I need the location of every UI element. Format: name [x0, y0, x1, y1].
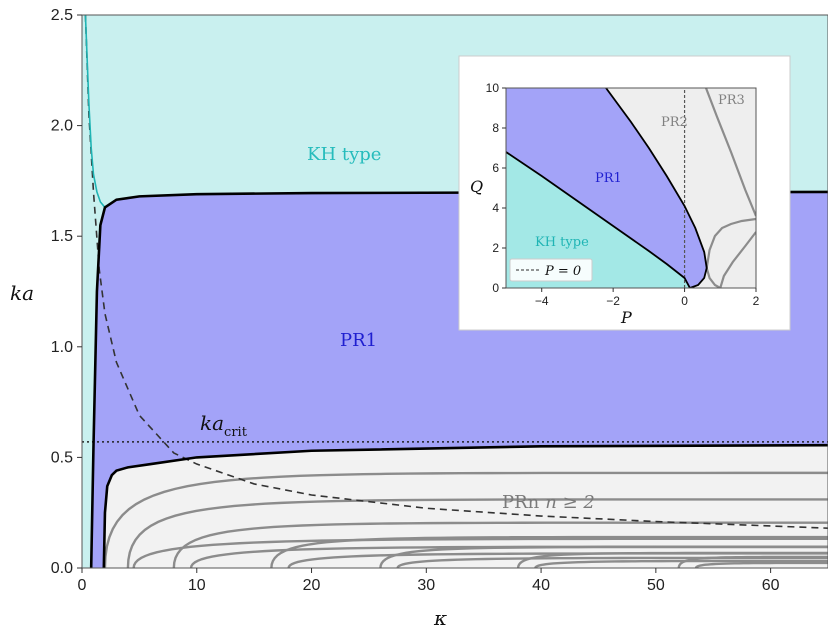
kh-pr1-boundary	[89, 190, 828, 568]
main-plot-frame	[81, 14, 828, 569]
inset-x-tick-label: −2	[606, 294, 620, 308]
inset-x-tick-label: 0	[681, 294, 688, 308]
inset-region-label-pr1: PR1	[595, 171, 622, 186]
inset-region-label-pr2: PR2	[661, 115, 688, 130]
x-tick-label: 30	[417, 577, 435, 594]
inset-pr3-lower-curve	[719, 231, 756, 288]
region-label-prn-math: n ≥ 2	[545, 492, 595, 513]
inset-plot-frame	[505, 87, 757, 289]
inset-y-tick-label: 4	[492, 201, 499, 215]
y-tick-label: 2.5	[51, 7, 73, 24]
prn-branch-3	[132, 537, 828, 568]
inset-x-axis-label: P	[620, 308, 632, 327]
x-tick-label: 20	[303, 577, 321, 594]
inset-pr2-lower-curve	[705, 267, 721, 288]
inset-chart: −4 −2 0 2 0 2 4 6 8 10 Q P KH type PR1 PR2 PR3 P …	[458, 55, 791, 331]
inset-y-tick-label: 6	[492, 161, 499, 175]
region-label-kh: KH type	[307, 144, 381, 165]
x-tick-label: 0	[78, 577, 87, 594]
pr1-prn-boundary	[102, 443, 828, 568]
inset-y-tick-label: 8	[492, 121, 499, 135]
x-tick-label: 40	[532, 577, 550, 594]
dashed-curve	[84, 15, 828, 529]
kh-edge-curve	[84, 15, 106, 208]
inset-region-label-kh: KH type	[535, 235, 589, 250]
y-tick-label: 0.0	[51, 560, 73, 577]
y-tick-label: 1.0	[51, 339, 73, 356]
region-label-prn: PRn n ≥ 2	[502, 492, 595, 513]
prn-branch-6	[270, 535, 828, 568]
x-tick-label: 50	[647, 577, 665, 594]
inset-legend: P = 0	[509, 258, 593, 282]
prn-branch-11	[534, 559, 828, 568]
prn-branch-10	[516, 551, 828, 568]
y-tick-label: 0.5	[51, 449, 73, 466]
region-label-pr1: PR1	[340, 330, 377, 351]
inset-pr2-upper-curve	[705, 217, 756, 269]
inset-pr1-outer-boundary	[605, 88, 708, 288]
inset-pr3-curve	[704, 88, 756, 217]
prn-branch-1	[103, 471, 828, 568]
prn-branch-8	[379, 545, 828, 568]
x-tick-label: 60	[762, 577, 780, 594]
ka-crit-label: kacrit	[200, 411, 248, 440]
y-tick-label: 1.5	[51, 228, 73, 245]
y-tick-label: 2.0	[51, 118, 73, 135]
inset-legend-box	[509, 258, 593, 282]
ka-crit-subscript: crit	[224, 425, 248, 440]
y-axis-label: ka	[10, 281, 34, 305]
inset-y-tick-label: 10	[486, 81, 500, 95]
inset-y-tick-label: 0	[492, 281, 499, 295]
inset-legend-label: P = 0	[544, 264, 581, 279]
region-label-prn-text: PRn	[502, 492, 540, 513]
inset-kh-pr1-boundary	[506, 151, 691, 288]
ka-crit-main: ka	[200, 411, 224, 435]
inset-y-axis-label: Q	[470, 177, 483, 196]
inset-x-tick-label: 2	[753, 294, 760, 308]
x-axis-label: κ	[433, 606, 447, 630]
inset-region-kh-fill	[506, 152, 690, 288]
inset-region-label-pr3: PR3	[718, 93, 745, 108]
prn-branch-12	[677, 555, 828, 568]
prn-branch-2	[126, 498, 828, 568]
inset-y-tick-label: 2	[492, 241, 499, 255]
inset-x-tick-label: −4	[535, 294, 549, 308]
x-tick-label: 10	[188, 577, 206, 594]
